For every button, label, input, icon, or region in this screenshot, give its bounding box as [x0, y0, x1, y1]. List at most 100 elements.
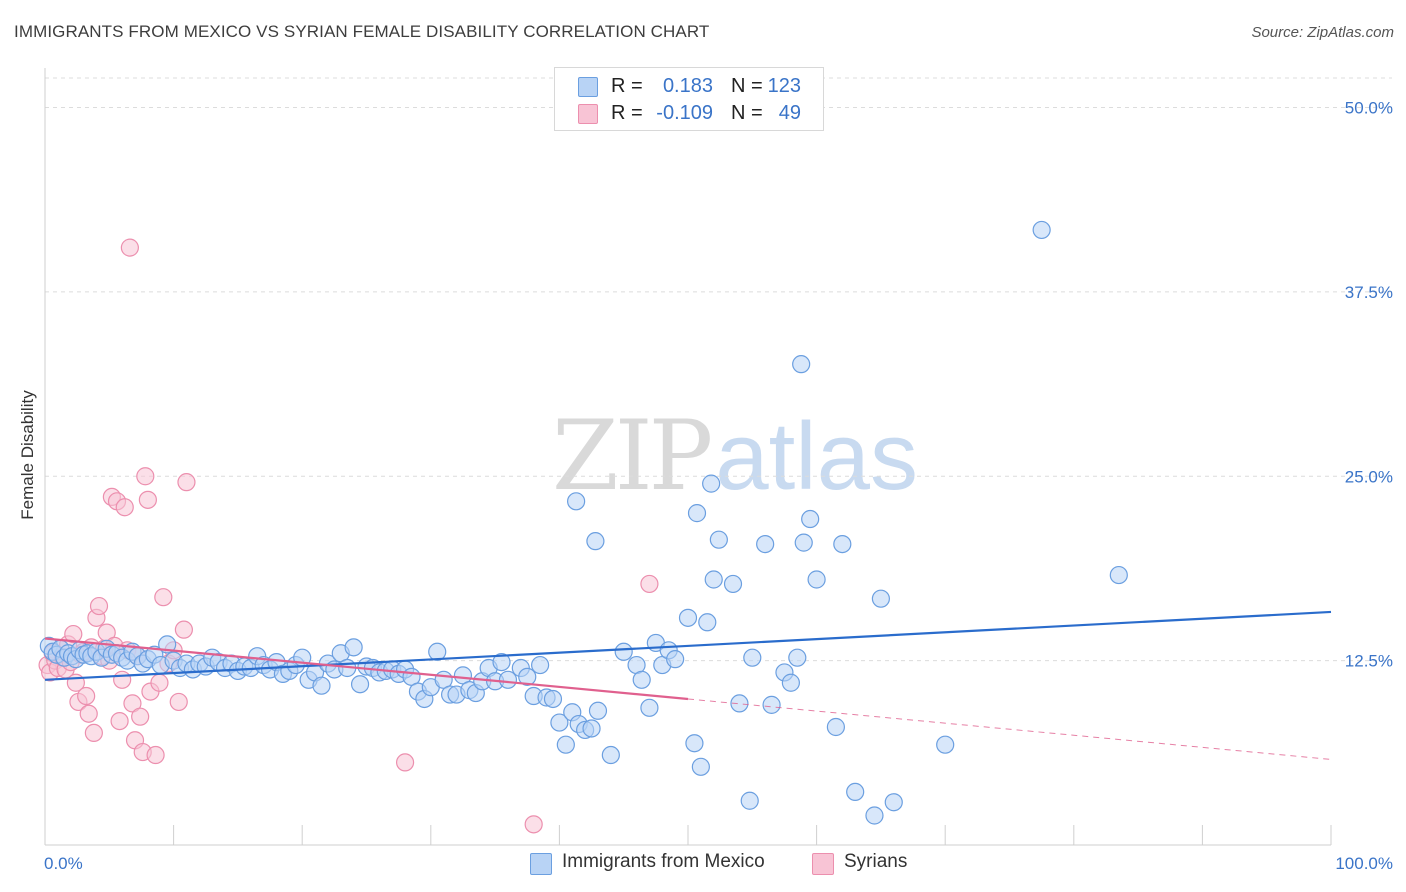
mexico-point [685, 734, 704, 753]
syrians-trend-line [44, 637, 689, 701]
correlation-legend: R = 0.183 N = 123 R = -0.109 N = 49 [554, 67, 824, 131]
syrians-point [84, 723, 103, 743]
legend-n-label: N = [731, 102, 763, 124]
mexico-point [730, 694, 749, 713]
mexico-point [826, 717, 845, 737]
legend-row-mexico: R = 0.183 N = 123 [555, 73, 823, 101]
syrians-point [113, 670, 132, 689]
legend-label-mexico: Immigrants from Mexico [562, 851, 765, 872]
syrians-point [131, 707, 150, 726]
mexico-point [762, 695, 781, 714]
mexico-point [794, 533, 813, 552]
legend-n-label: N = [731, 75, 763, 97]
legend-r-label: R = [611, 102, 643, 124]
mexico-point [871, 589, 891, 608]
legend-row-syrians: R = -0.109 N = 49 [555, 100, 823, 128]
mexico-point [1032, 220, 1051, 240]
mexico-point [723, 574, 743, 594]
syrians-point [136, 467, 155, 486]
mexico-point [632, 670, 651, 689]
x-tick-label-max: 100.0% [1335, 854, 1393, 873]
mexico-point [792, 355, 811, 374]
mexico-point [781, 673, 800, 692]
legend-r-value: -0.109 [656, 102, 713, 124]
y-tick-label: 50.0% [1345, 99, 1393, 118]
legend-swatch-syrians [578, 104, 598, 124]
y-tick-label: 37.5% [1345, 283, 1393, 302]
legend-swatch-syrians [812, 853, 834, 875]
mexico-point [556, 735, 575, 754]
mexico-point [312, 676, 331, 695]
mexico-point [567, 492, 586, 511]
syrians-point [154, 588, 173, 607]
axis-tick-labels: 12.5% 25.0% 37.5% 50.0% 0.0% 100.0% [44, 99, 1393, 874]
mexico-point [833, 534, 852, 554]
mexico-point [702, 474, 721, 493]
syrians-point [120, 238, 139, 257]
mexico-point [543, 689, 563, 709]
syrians-point [169, 692, 188, 712]
x-tick-label-min: 0.0% [44, 854, 83, 873]
mexico-point [550, 713, 569, 732]
mexico-point [846, 782, 865, 802]
data-points [38, 220, 1128, 834]
mexico-point [756, 534, 775, 554]
mexico-trend-line [44, 610, 1332, 681]
mexico-point [586, 532, 605, 551]
y-tick-label: 12.5% [1345, 652, 1393, 671]
mexico-point [588, 701, 608, 720]
syrians-point [146, 745, 165, 765]
mexico-point [344, 638, 363, 657]
mexico-point [492, 652, 511, 672]
y-tick-label: 25.0% [1345, 467, 1393, 486]
syrians-point [79, 704, 98, 723]
mexico-point [698, 613, 717, 632]
legend-swatch-mexico [530, 853, 552, 875]
mexico-point [807, 570, 826, 589]
mexico-point [936, 735, 955, 754]
mexico-point [614, 642, 633, 661]
mexico-point [601, 745, 620, 765]
mexico-point [640, 698, 659, 717]
mexico-point [687, 504, 707, 523]
watermark-atlas: atlas [715, 403, 918, 510]
mexico-point [678, 608, 698, 627]
mexico-point [865, 806, 884, 825]
legend-n-value: 123 [767, 75, 801, 97]
syrians-point [138, 490, 157, 509]
mexico-point [498, 670, 518, 689]
mexico-point [709, 530, 728, 549]
mexico-point [743, 648, 762, 667]
legend-swatch-mexico [578, 77, 598, 97]
trend-lines [44, 610, 1332, 760]
mexico-point [518, 667, 537, 686]
mexico-point [350, 675, 370, 694]
syrians-point [177, 473, 196, 492]
source-credit: Source: ZipAtlas.com [1251, 24, 1394, 41]
mexico-point [801, 509, 820, 529]
mexico-point [788, 648, 807, 667]
mexico-point [531, 655, 550, 675]
syrians-point [395, 753, 415, 772]
mexico-point [740, 791, 759, 810]
syrians-point [174, 620, 193, 639]
mexico-point [428, 642, 447, 661]
mexico-point [704, 570, 723, 589]
syrians-point [524, 815, 543, 834]
axes [44, 68, 1332, 846]
syrians-point [110, 711, 129, 731]
legend-r-value: 0.183 [662, 75, 713, 97]
syrians-point [64, 624, 83, 644]
syrians-point [77, 686, 96, 706]
mexico-point [582, 719, 601, 738]
syrians-trend-extrapolation [687, 698, 1332, 760]
legend-n-value: 49 [778, 102, 801, 124]
mexico-point [1109, 565, 1128, 585]
syrians-point [640, 574, 659, 594]
legend-r-label: R = [611, 75, 643, 97]
syrians-point [115, 498, 134, 517]
series-legend: Immigrants from Mexico Syrians [0, 851, 1406, 879]
syrians-point [150, 673, 169, 692]
syrians-point [89, 596, 109, 616]
